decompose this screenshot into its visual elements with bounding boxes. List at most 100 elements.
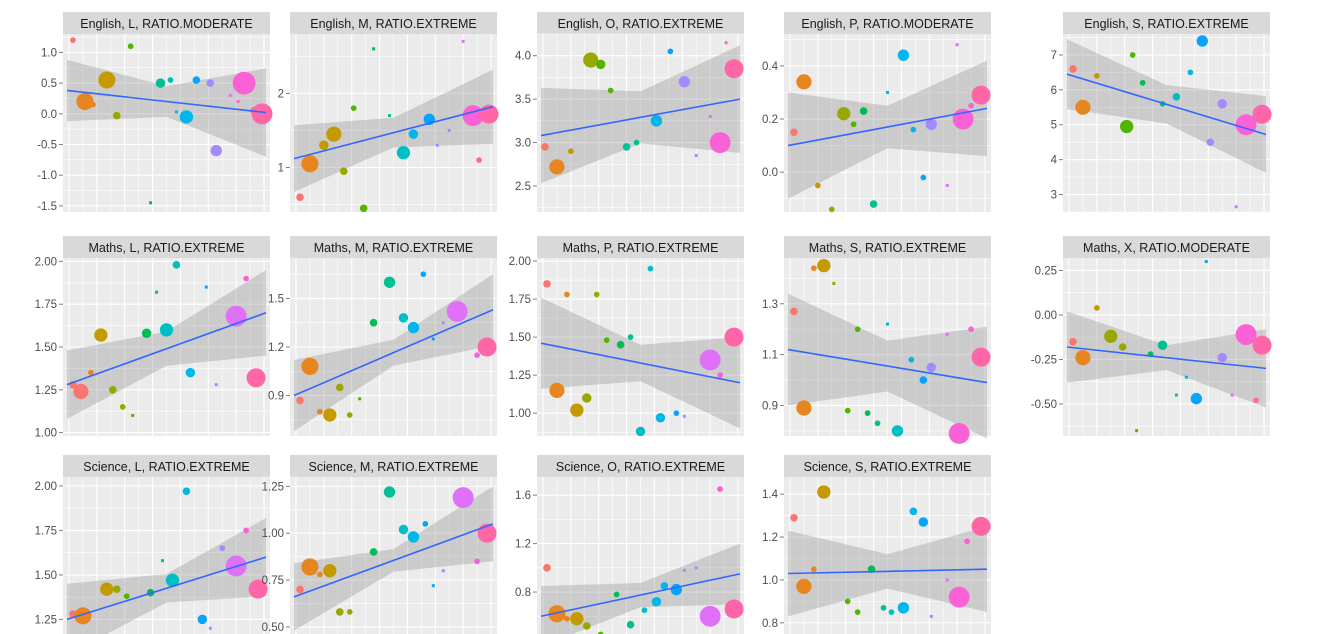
data-point <box>694 154 698 158</box>
data-point <box>655 412 666 423</box>
y-tick-label: 1.50 <box>35 342 57 354</box>
data-point <box>616 340 625 349</box>
y-tick-label: 3.5 <box>515 94 531 106</box>
data-point <box>549 382 565 398</box>
y-tick-label: 2 <box>278 88 284 100</box>
y-tick-label: 0.4 <box>762 61 779 73</box>
confidence-ribbon <box>788 60 987 199</box>
data-point <box>155 290 159 294</box>
data-point <box>886 90 889 94</box>
data-point <box>476 157 482 163</box>
data-point <box>165 573 180 587</box>
facet-panel: English, P, RATIO.MODERATE 0.0 0.2 0.4 <box>762 12 991 213</box>
regression-line <box>66 556 267 621</box>
y-tick-label: 0.0 <box>762 167 778 179</box>
y-tick-label: 3.0 <box>515 138 531 150</box>
data-point <box>422 520 429 527</box>
data-point <box>864 410 871 416</box>
data-point <box>452 487 474 509</box>
data-point <box>1118 343 1127 351</box>
regression-line <box>540 98 741 137</box>
facet-strip <box>1063 236 1270 258</box>
y-tick-label: 0.8 <box>762 618 778 630</box>
data-point <box>817 485 831 499</box>
data-point <box>622 143 631 151</box>
data-point <box>667 48 674 55</box>
data-point <box>886 322 889 326</box>
y-tick-label: 0.9 <box>268 391 284 403</box>
data-point <box>1196 35 1209 47</box>
data-point <box>891 425 904 437</box>
data-point <box>626 620 635 629</box>
y-tick-label: 1.75 <box>35 525 57 537</box>
data-point <box>925 118 937 131</box>
facet-panel: Maths, M, RATIO.EXTREME 0.9 1.2 1.5 <box>268 236 497 436</box>
facet-strip <box>784 455 991 477</box>
data-point <box>724 41 728 45</box>
data-point <box>243 275 249 282</box>
facet-panel: English, S, RATIO.EXTREME 3 4 5 6 7 <box>1051 12 1272 213</box>
y-tick-label: 0.25 <box>1035 265 1057 277</box>
data-point <box>1157 340 1168 350</box>
data-point <box>359 204 368 213</box>
y-tick-label: 0.5 <box>41 78 57 90</box>
data-point <box>694 566 698 570</box>
data-point <box>208 626 212 630</box>
data-point <box>582 393 592 403</box>
data-point <box>1135 429 1139 433</box>
y-tick-label: 1.75 <box>35 299 57 311</box>
data-point <box>597 631 604 634</box>
data-point <box>172 261 181 269</box>
data-point <box>182 487 191 496</box>
data-point <box>1204 260 1208 264</box>
data-point <box>796 578 812 594</box>
data-point <box>335 383 344 392</box>
data-point <box>603 337 610 344</box>
data-point <box>568 148 574 155</box>
regression-line <box>293 105 494 160</box>
y-tick-label: 1.2 <box>762 532 778 544</box>
data-point <box>383 486 396 498</box>
confidence-ribbon <box>294 486 493 631</box>
data-point <box>149 201 153 205</box>
data-point <box>948 586 970 608</box>
facet-title: Maths, L, RATIO.EXTREME <box>88 241 244 255</box>
y-tick-label: 1.5 <box>268 293 284 305</box>
data-point <box>828 206 835 213</box>
data-point <box>647 265 654 272</box>
data-point <box>651 596 662 607</box>
data-point <box>206 79 215 87</box>
data-point <box>811 265 817 272</box>
data-point <box>541 143 549 151</box>
data-point <box>98 71 116 89</box>
data-point <box>76 92 94 111</box>
y-tick-label: -0.25 <box>1031 354 1057 366</box>
data-point <box>474 352 480 358</box>
y-tick-label: 1.25 <box>35 385 57 397</box>
confidence-ribbon <box>67 59 266 157</box>
data-point <box>699 605 721 627</box>
data-point <box>214 383 218 387</box>
facet-panel: English, O, RATIO.EXTREME 2.5 3.0 3.5 4.0 <box>515 12 744 212</box>
data-point <box>874 420 881 427</box>
data-point <box>724 599 744 619</box>
y-tick-label: 3 <box>1051 190 1057 202</box>
y-tick-label: 0.00 <box>1035 310 1057 322</box>
data-point <box>127 43 134 50</box>
facet-panel: Science, S, RATIO.EXTREME 0.8 1.0 1.2 1.4 <box>762 455 991 634</box>
data-point <box>1252 104 1272 124</box>
data-point <box>296 585 304 594</box>
data-point <box>790 307 798 316</box>
data-point <box>650 115 663 127</box>
y-tick-label: 0.2 <box>762 114 778 126</box>
data-point <box>369 318 378 327</box>
data-point <box>477 337 497 357</box>
data-point <box>94 328 108 342</box>
regression-line <box>787 107 988 147</box>
data-point <box>678 76 690 88</box>
data-point <box>968 102 974 109</box>
data-point <box>971 516 991 536</box>
y-tick-label: 1.6 <box>515 490 531 502</box>
